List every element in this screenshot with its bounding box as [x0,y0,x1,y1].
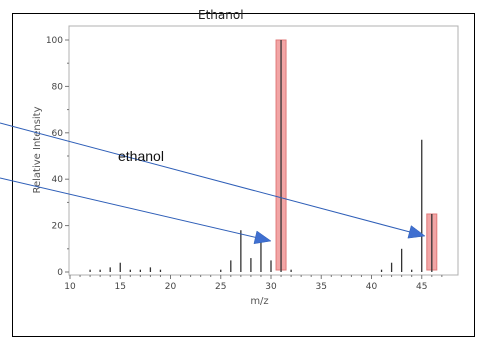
y-tick-label-0: 0 [57,268,63,278]
y-axis-label: Relative Intensity [32,106,43,193]
x-tick-label-35: 35 [316,282,327,292]
y-tick-label-80: 80 [52,82,64,92]
x-tick-label-20: 20 [165,282,177,292]
plot-area [68,25,459,276]
x-tick-label-15: 15 [115,282,126,292]
arrow-to-mz-46-head [407,225,426,239]
y-tick-group: 0 20 40 60 80 100 [46,36,69,278]
title-clip: Ethanol [0,0,478,23]
arrow-group [0,122,426,245]
y-tick-label-20: 20 [52,222,64,232]
x-tick-label-40: 40 [366,282,378,292]
x-tick-group: 10 15 20 25 30 35 40 45 [64,275,443,292]
arrow-to-mz-31-head [253,230,272,245]
peak-group [89,40,433,272]
x-axis-label: m/z [250,296,268,307]
x-tick-label-45: 45 [416,282,427,292]
arrow-to-mz-31-line [0,177,256,238]
chart-title: Ethanol [198,8,244,22]
y-tick-label-100: 100 [46,36,63,46]
x-tick-label-25: 25 [215,282,226,292]
x-tick-label-30: 30 [265,282,277,292]
y-tick-label-40: 40 [52,175,64,185]
annotation-label: ethanol [118,148,164,164]
x-tick-label-10: 10 [64,282,76,292]
arrow-to-mz-46-line [0,122,410,233]
figure-frame [12,13,475,337]
y-tick-label-60: 60 [52,129,64,139]
